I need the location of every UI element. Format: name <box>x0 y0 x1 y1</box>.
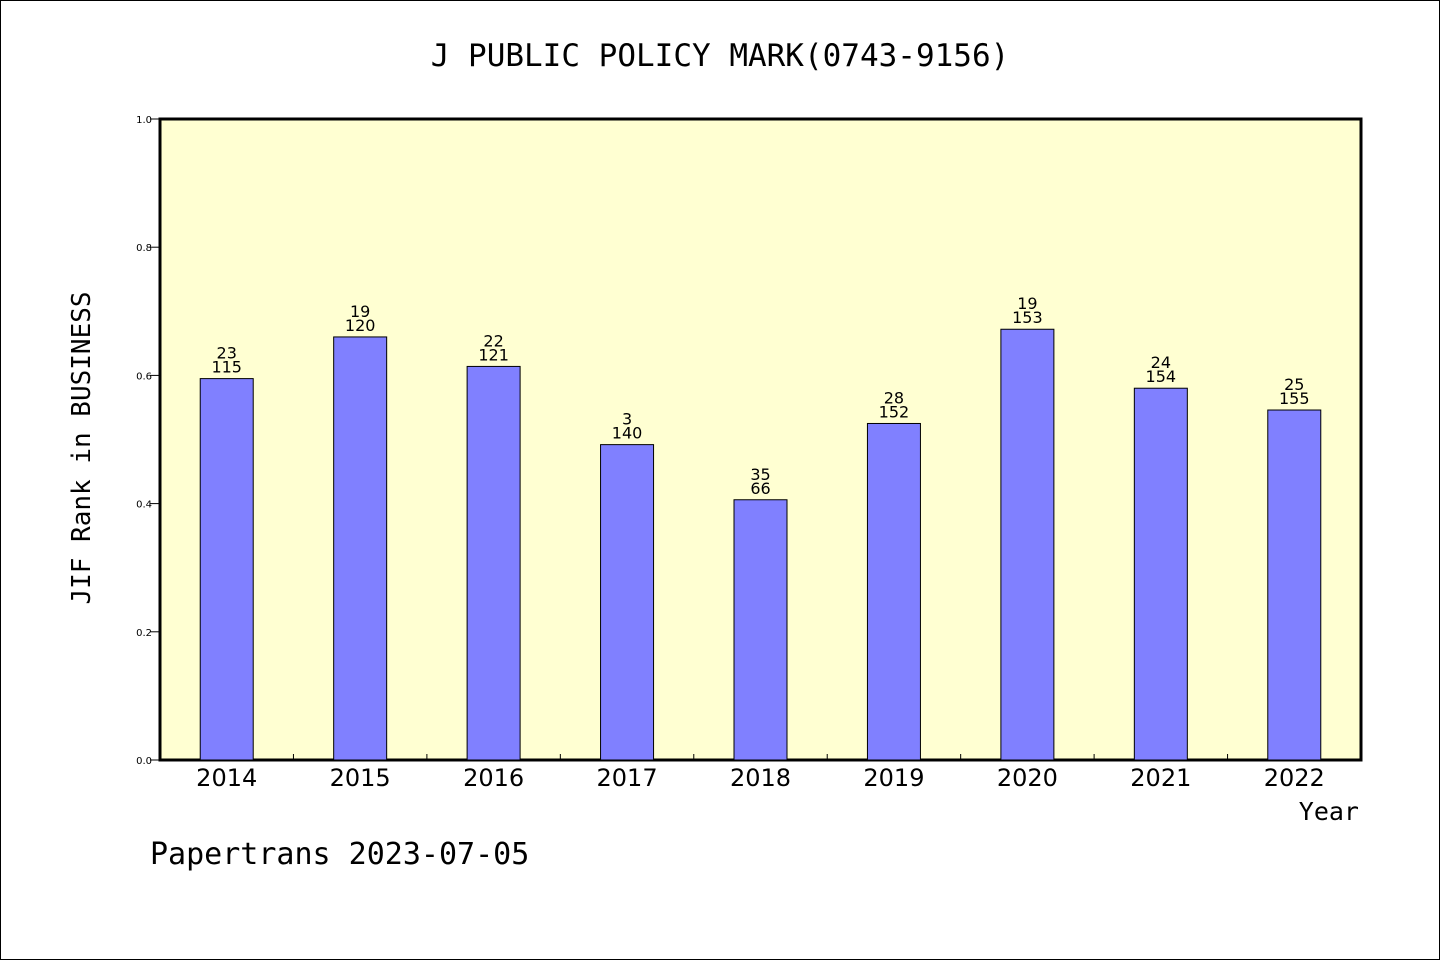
bar-total-label: 121 <box>478 345 509 364</box>
y-tick-label: 1.0 <box>136 115 152 126</box>
bar <box>333 336 388 761</box>
bar-rank-label: 35 <box>750 465 770 484</box>
bar <box>1133 387 1188 761</box>
y-tick-label: 0.8 <box>136 243 152 254</box>
bar <box>600 444 655 761</box>
bar <box>1267 409 1322 761</box>
chart-title: J PUBLIC POLICY MARK(0743-9156) <box>431 38 1010 74</box>
bar <box>733 499 788 761</box>
x-axis: 2014 2015 2016 2017 2018 2019 2020 2021 2022 <box>196 754 1325 792</box>
bar <box>466 365 521 761</box>
x-tick-label: 2019 <box>863 764 924 792</box>
x-tick-label: 2017 <box>597 764 658 792</box>
bar <box>199 378 254 761</box>
y-tick-label: 0.6 <box>136 371 152 382</box>
bar-rank-label: 28 <box>884 388 904 407</box>
x-tick-label: 2016 <box>463 764 524 792</box>
footer-credit: Papertrans 2023-07-05 <box>150 837 529 872</box>
y-axis: 0.0 0.2 0.4 0.6 0.8 1.0 <box>136 115 160 767</box>
bar-rank-label: 25 <box>1284 375 1304 394</box>
bar-rank-label: 3 <box>622 410 632 429</box>
bar-total-label: 155 <box>1279 389 1310 408</box>
bar-total-label: 115 <box>211 358 242 377</box>
x-tick-label: 2020 <box>997 764 1058 792</box>
bar-rank-label: 24 <box>1151 353 1171 372</box>
y-tick-label: 0.4 <box>136 500 152 511</box>
x-tick-label: 2018 <box>730 764 791 792</box>
x-tick-label: 2014 <box>196 764 257 792</box>
x-tick-label: 2015 <box>330 764 391 792</box>
x-tick-label: 2022 <box>1264 764 1325 792</box>
bar-rank-label: 23 <box>217 344 237 363</box>
bar-rank-label: 19 <box>350 302 370 321</box>
bar-total-label: 140 <box>612 424 643 443</box>
bar-total-label: 152 <box>879 402 910 421</box>
y-tick-label: 0.2 <box>136 628 152 639</box>
bar-rank-label: 19 <box>1017 294 1037 313</box>
bar-total-label: 66 <box>750 479 770 498</box>
bar <box>1000 328 1055 761</box>
y-tick-label: 0.0 <box>136 756 152 767</box>
x-axis-label: Year <box>1299 797 1359 826</box>
bar-total-label: 153 <box>1012 308 1043 327</box>
x-tick-label: 2021 <box>1130 764 1191 792</box>
bar-total-label: 120 <box>345 316 376 335</box>
bar-rank-label: 22 <box>483 331 503 350</box>
y-axis-label: JIF Rank in BUSINESS <box>67 291 97 604</box>
bar <box>866 422 921 761</box>
bar-total-label: 154 <box>1146 367 1177 386</box>
